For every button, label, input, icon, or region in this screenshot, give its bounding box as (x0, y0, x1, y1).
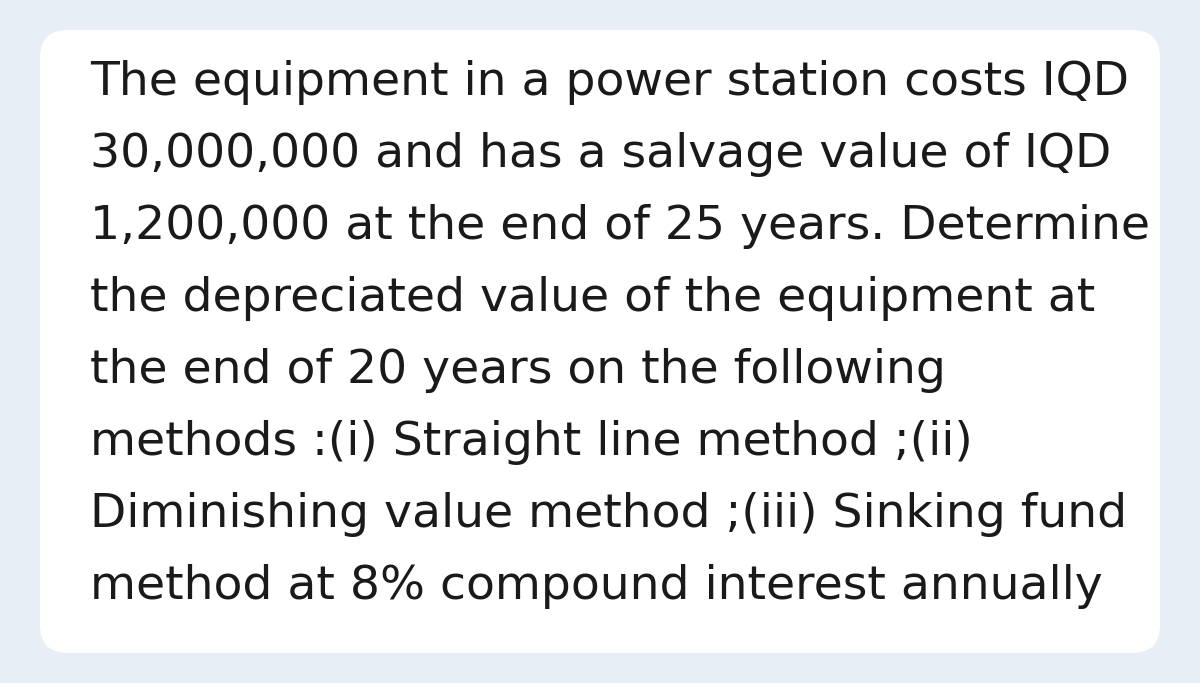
Text: 1,200,000 at the end of 25 years. Determine: 1,200,000 at the end of 25 years. Determ… (90, 204, 1150, 249)
Text: The equipment in a power station costs IQD: The equipment in a power station costs I… (90, 60, 1129, 105)
Text: the depreciated value of the equipment at: the depreciated value of the equipment a… (90, 276, 1096, 321)
Text: 30,000,000 and has a salvage value of IQD: 30,000,000 and has a salvage value of IQ… (90, 132, 1111, 177)
Text: the end of 20 years on the following: the end of 20 years on the following (90, 348, 946, 393)
Text: Diminishing value method ;(iii) Sinking fund: Diminishing value method ;(iii) Sinking … (90, 492, 1127, 537)
Text: method at 8% compound interest annually: method at 8% compound interest annually (90, 564, 1103, 609)
Text: methods :(i) Straight line method ;(ii): methods :(i) Straight line method ;(ii) (90, 420, 973, 465)
FancyBboxPatch shape (40, 30, 1160, 653)
